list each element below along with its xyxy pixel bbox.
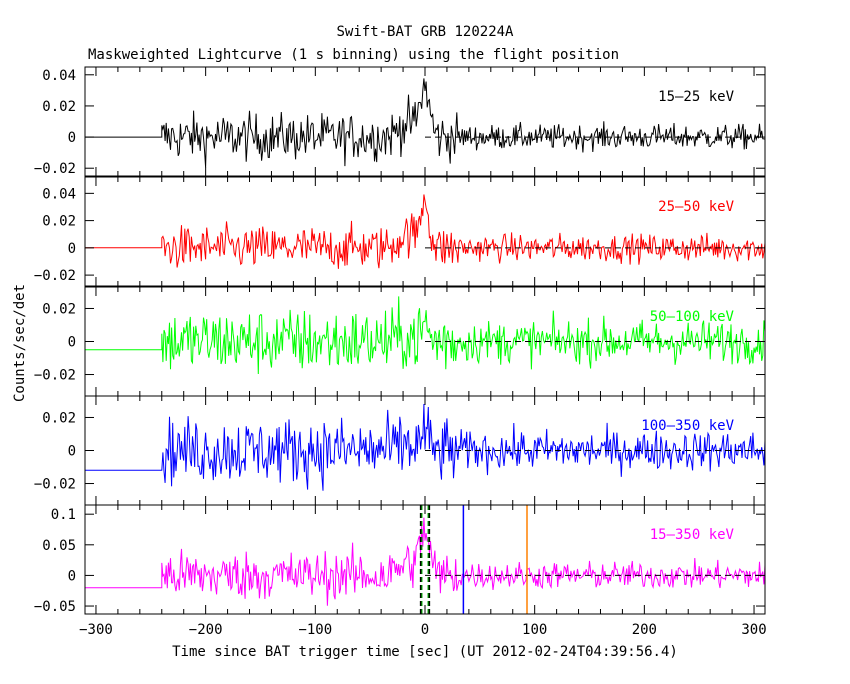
series-line — [85, 78, 766, 168]
band-label: 100–350 keV — [641, 418, 734, 434]
chart-subtitle: Maskweighted Lightcurve (1 s binning) us… — [88, 47, 619, 63]
panel-5: −0.05 0 0.05 0.1 15–350 keV — [34, 504, 766, 615]
x-axis-label: Time since BAT trigger time [sec] (UT 20… — [172, 644, 678, 660]
y-tick-label: 0.02 — [42, 99, 76, 115]
y-tick-label: −0.02 — [34, 161, 76, 177]
x-tick-label: −200 — [189, 622, 223, 638]
y-tick-label: 0 — [68, 241, 76, 257]
y-tick-label: 0.02 — [42, 301, 76, 317]
y-tick-label: −0.02 — [34, 368, 76, 384]
band-label: 25–50 keV — [658, 199, 734, 215]
band-label: 15–350 keV — [650, 527, 735, 543]
band-label: 15–25 keV — [658, 89, 734, 105]
panel-3: −0.02 0 0.02 50–100 keV — [34, 286, 766, 397]
y-tick-label: −0.02 — [34, 477, 76, 493]
series-line — [85, 403, 766, 491]
chart-title: Swift-BAT GRB 120224A — [336, 24, 514, 40]
y-tick-label: 0 — [68, 568, 76, 584]
panel-1: −0.02 0 0.02 0.04 15–25 keV — [34, 66, 766, 177]
x-tick-label: −300 — [79, 622, 113, 638]
panel-2: −0.02 0 0.02 0.04 25–50 keV — [34, 176, 766, 287]
y-tick-label: 0.1 — [51, 507, 76, 523]
y-tick-label: 0.02 — [42, 214, 76, 230]
x-tick-label: −100 — [298, 622, 332, 638]
y-tick-label: 0.04 — [42, 68, 76, 84]
x-tick-label: 100 — [522, 622, 547, 638]
y-tick-label: −0.02 — [34, 268, 76, 284]
series-line — [85, 517, 766, 606]
y-tick-label: −0.05 — [34, 599, 76, 615]
x-tick-label: 0 — [421, 622, 429, 638]
y-tick-label: 0 — [68, 335, 76, 351]
y-tick-label: 0 — [68, 130, 76, 146]
x-tick-label: 300 — [741, 622, 766, 638]
y-axis-label: Counts/sec/det — [12, 284, 28, 402]
series-line — [85, 296, 766, 375]
y-tick-label: 0 — [68, 444, 76, 460]
y-tick-label: 0.04 — [42, 186, 76, 202]
series-line — [85, 194, 766, 269]
y-tick-label: 0.02 — [42, 410, 76, 426]
x-tick-label: 200 — [632, 622, 657, 638]
panels-group: −0.02 0 0.02 0.04 15–25 keV −0.02 0 0.02 0.04 25–… — [34, 66, 767, 638]
band-label: 50–100 keV — [650, 309, 735, 325]
y-tick-label: 0.05 — [42, 538, 76, 554]
